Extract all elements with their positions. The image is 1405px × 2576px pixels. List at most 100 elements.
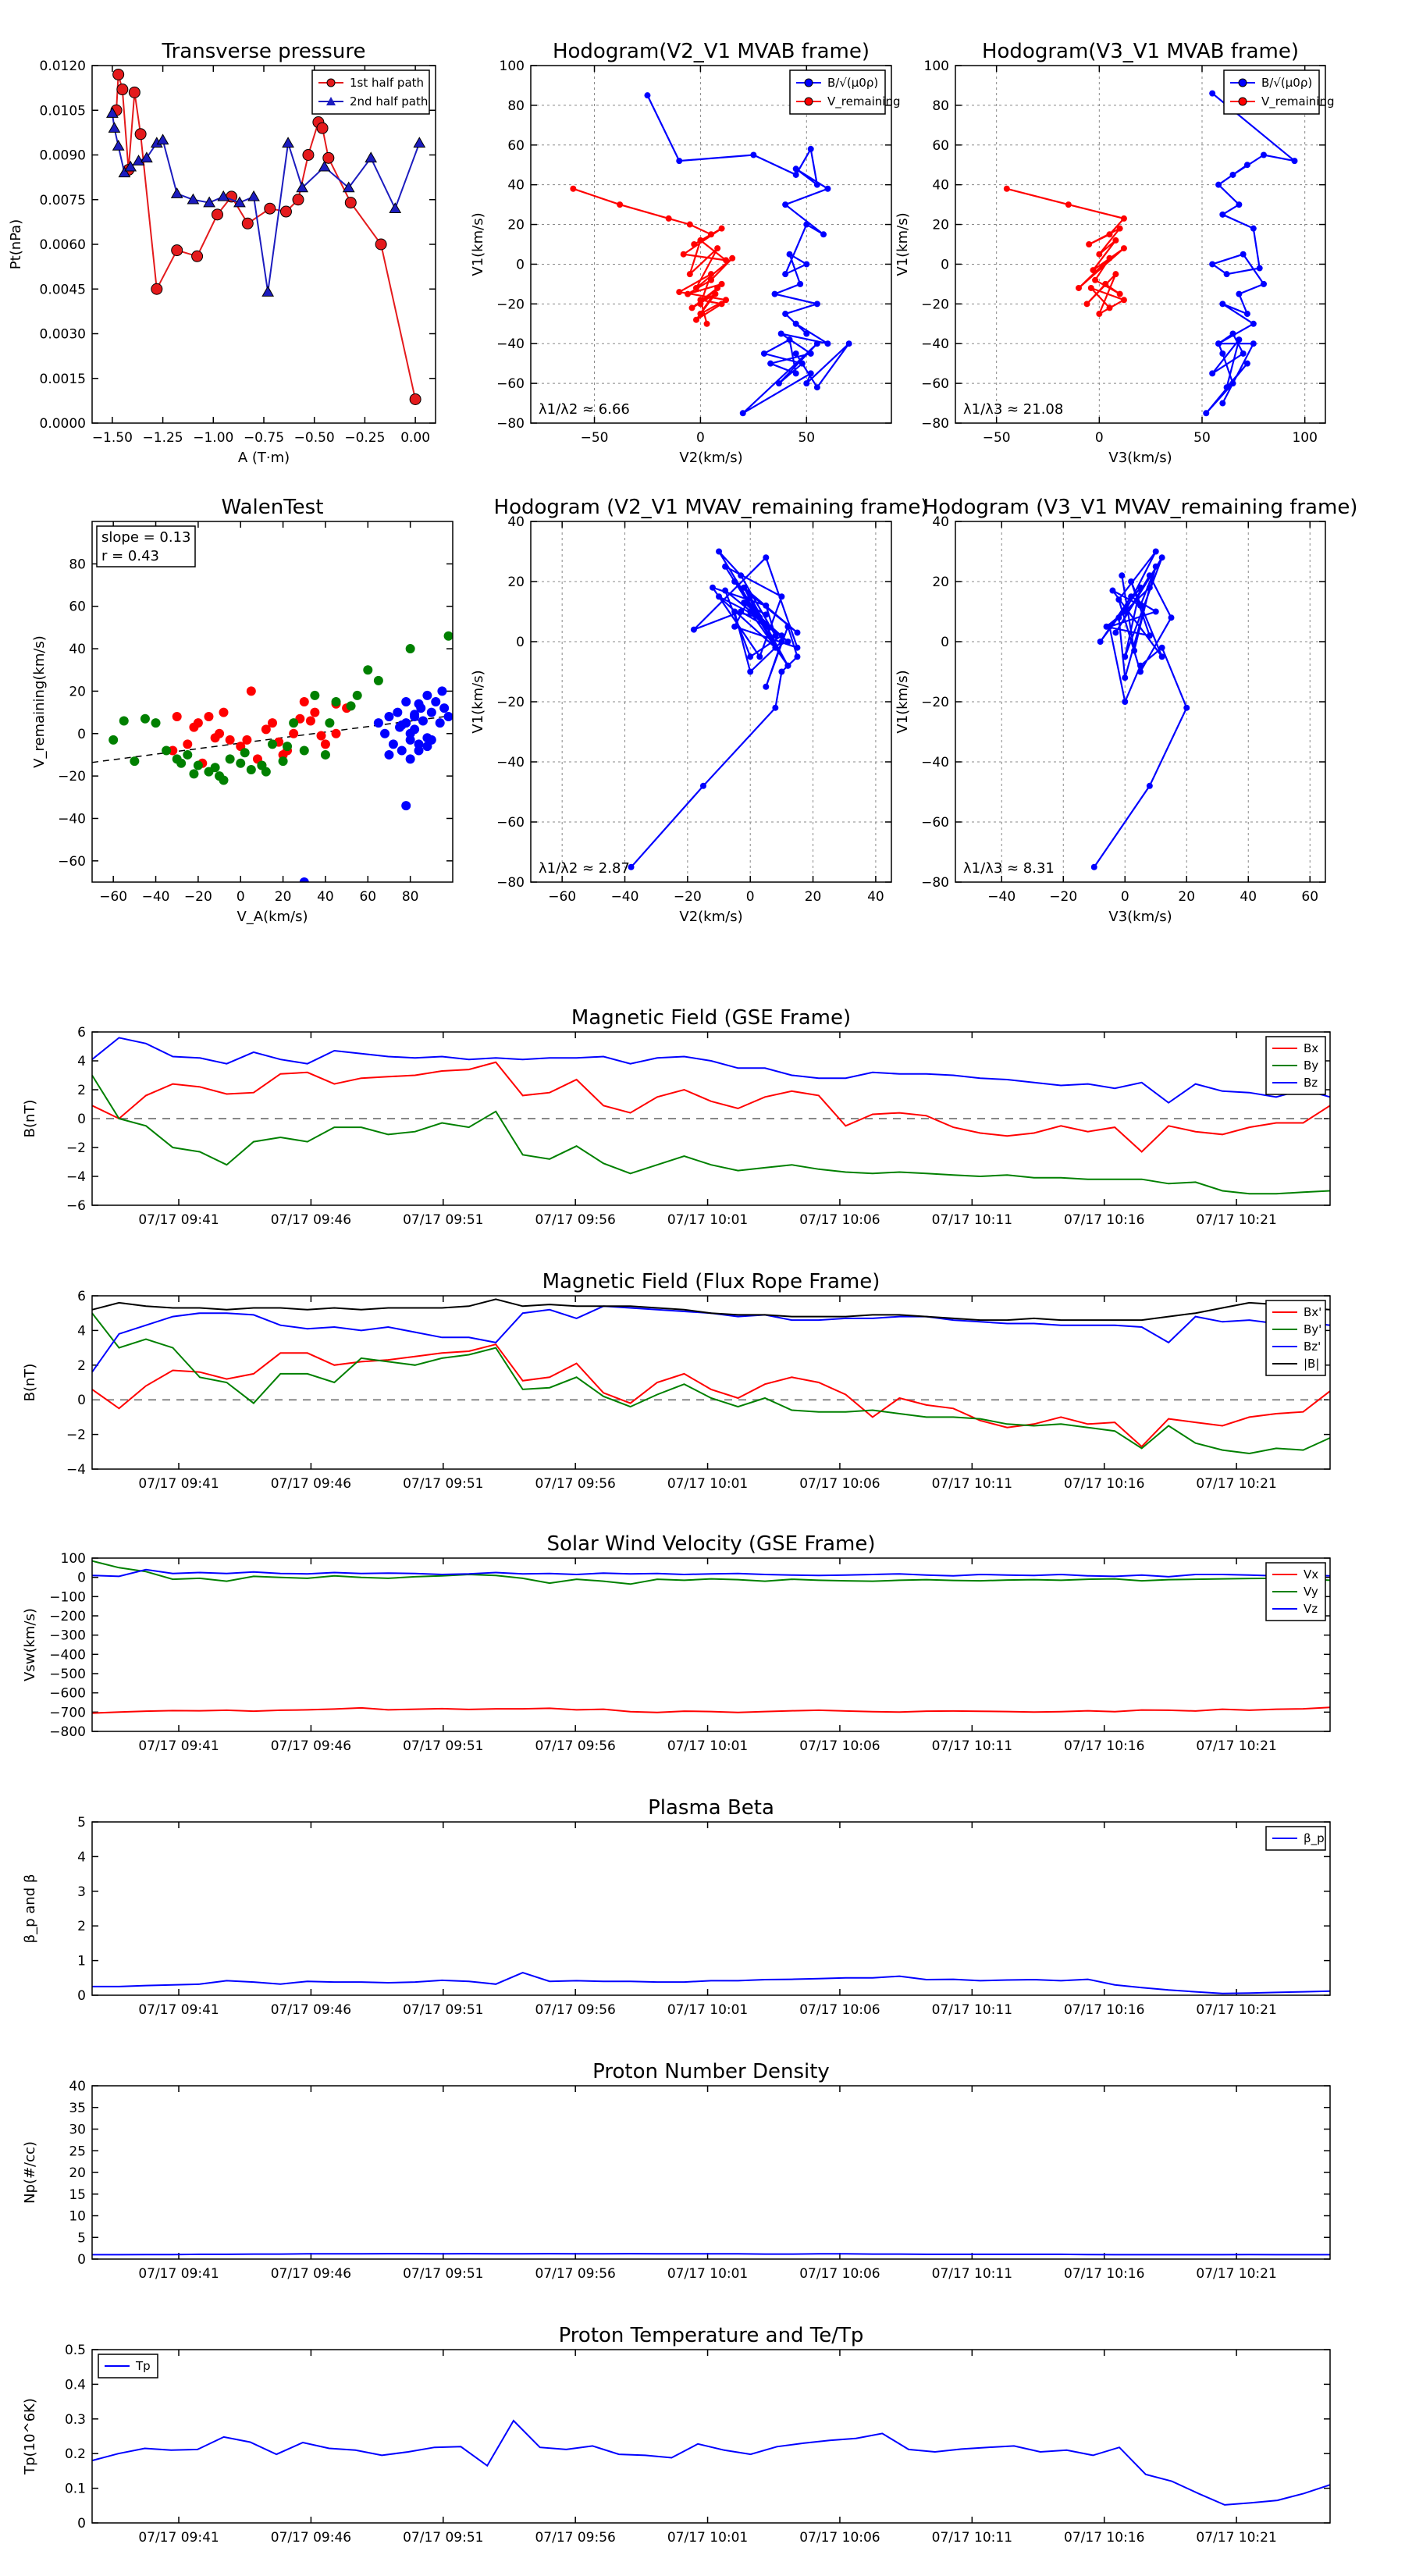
data-point [820,231,827,238]
data-point [320,739,330,749]
data-point [241,217,254,229]
y-axis-label: V_remaining(km/s) [31,635,48,768]
data-point [1250,320,1257,327]
chart-transverse_pressure: Transverse pressure 0.0000 0.0015 0.0030 0.0… [8,40,436,466]
y-tick-label: 100 [500,59,525,74]
stats-box [96,525,196,568]
legend-box [789,69,886,115]
y-tick-label: 0.0015 [40,372,86,387]
data-point [763,602,770,609]
y-tick-label: −40 [496,755,525,770]
time-tick-label: 07/17 10:06 [799,1212,880,1228]
data-point [210,733,220,743]
data-point [331,728,341,738]
data-point [219,707,229,717]
data-point [1087,284,1094,291]
y-tick-label: 40 [69,642,86,657]
data-point [1250,225,1257,232]
data-point [409,393,422,405]
y-tick-label: 80 [932,98,949,114]
data-point [813,384,820,391]
data-point [688,304,695,311]
x-tick-label: 40 [1240,889,1257,905]
chart-title: Hodogram (V2_V1 MVAV_remaining frame) [494,496,929,519]
y-tick-label: 0 [77,1393,86,1408]
data-point [1122,653,1129,660]
data-point [119,716,129,726]
data-point [1103,623,1110,630]
y-tick-label: −60 [921,815,949,831]
data-point [204,712,214,722]
data-point [1102,280,1109,287]
data-point [246,764,256,774]
data-point [405,754,415,764]
time-tick-label: 07/17 10:21 [1196,1212,1276,1228]
data-point [782,271,789,278]
y-tick-label: −80 [921,875,949,891]
data-point [1137,662,1144,669]
y-tick-label: −40 [921,755,949,770]
stats-slope: slope = 0.13 [101,529,191,546]
data-point [299,697,309,706]
data-point [1219,211,1226,218]
data-point [302,149,315,161]
chart-walen_test: WalenTest −60 −40 −20 0 20 40 60 80 −60 −40 −20 0 20 4… [31,496,454,925]
data-point [1261,280,1267,287]
time-tick-label: 07/17 10:21 [1196,1476,1276,1492]
data-point [690,626,697,633]
data-point [1146,782,1153,789]
y-tick-label: 0 [77,2252,86,2268]
x-tick-label: 50 [1193,430,1211,446]
data-point [777,330,784,337]
data-point [792,165,799,173]
chart-title: Hodogram(V2_V1 MVAB frame) [553,40,870,63]
x-axis-label: V_A(km/s) [237,909,308,925]
x-tick-label: −20 [184,889,212,905]
data-point [697,297,704,304]
data-point [1236,201,1243,208]
data-point [729,254,736,262]
data-point [1168,614,1175,621]
x-tick-label: 0.00 [400,430,430,446]
data-point [261,767,271,777]
time-tick-label: 07/17 09:46 [271,2002,351,2018]
data-point [738,608,745,615]
data-point [128,86,140,98]
data-point [1158,644,1165,651]
data-point [718,301,725,308]
data-point [130,756,140,767]
y-tick-label: −60 [58,854,86,870]
data-point [714,245,721,252]
data-point [225,754,235,764]
y-axis-label: B(nT) [22,1100,38,1138]
data-point [1106,231,1113,238]
legend-label: Bz' [1304,1340,1321,1354]
data-point [803,380,810,387]
data-point [1256,265,1263,272]
series-line [91,1706,1331,1714]
legend-label: Bx [1304,1041,1318,1055]
data-point [1146,584,1153,591]
data-point [176,758,187,768]
x-tick-label: −40 [142,889,170,905]
data-point [747,653,754,660]
time-tick-label: 07/17 10:11 [932,2266,1012,2282]
data-point [268,718,277,728]
data-point [782,311,789,318]
data-point [413,137,426,148]
plot-frame [955,521,1326,883]
x-tick-label: 20 [805,889,822,905]
y-tick-label: −700 [49,1705,86,1720]
data-point [685,290,692,297]
legend-label: B/√(μ0ρ) [827,76,878,90]
x-tick-label: −40 [611,889,639,905]
data-point [712,290,719,297]
data-point [183,749,193,760]
time-tick-label: 07/17 09:56 [535,2002,615,2018]
data-point [794,644,801,651]
data-point [778,593,785,600]
data-point [741,599,748,606]
data-point [151,283,163,295]
legend-label: 1st half path [350,76,424,90]
series-line [91,1305,1331,1373]
